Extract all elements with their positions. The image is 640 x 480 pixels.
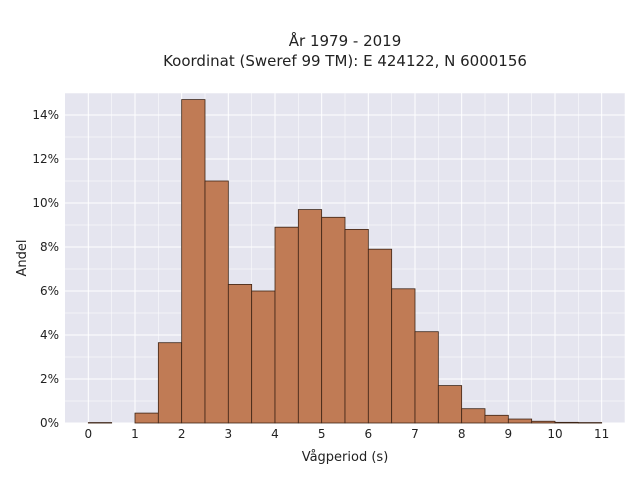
bar-bin-10 bbox=[344, 228, 369, 424]
y-axis-label: Andel bbox=[15, 240, 30, 277]
chart-title-line-1: År 1979 - 2019 bbox=[289, 31, 402, 50]
bar-bin-14 bbox=[437, 385, 463, 424]
y-tick-label: 2% bbox=[40, 372, 59, 386]
y-tick-label: 8% bbox=[40, 240, 59, 254]
y-tick-label: 14% bbox=[32, 108, 59, 122]
bar-bin-1 bbox=[134, 412, 159, 424]
x-tick-label: 3 bbox=[225, 427, 233, 441]
bar-bin-0 bbox=[87, 422, 113, 424]
bar-bin-20 bbox=[577, 422, 603, 424]
x-axis-label: Vågperiod (s) bbox=[302, 450, 389, 465]
bar-bin-12 bbox=[391, 288, 416, 424]
y-tick-label: 0% bbox=[40, 416, 59, 430]
x-tick-label: 9 bbox=[505, 427, 513, 441]
x-tick-label: 1 bbox=[131, 427, 139, 441]
x-tick-label: 6 bbox=[365, 427, 373, 441]
bar-bin-7 bbox=[274, 226, 299, 424]
bar-bin-6 bbox=[251, 290, 276, 424]
bar-bin-5 bbox=[227, 283, 253, 424]
bar-bin-2 bbox=[157, 342, 183, 424]
x-tick-label: 7 bbox=[411, 427, 419, 441]
bar-bin-15 bbox=[461, 408, 486, 424]
x-tick-label: 2 bbox=[178, 427, 186, 441]
bar-bin-17 bbox=[507, 418, 533, 424]
x-tick-label: 0 bbox=[85, 427, 93, 441]
y-tick-label: 4% bbox=[40, 328, 59, 342]
chart-title-line-2: Koordinat (Sweref 99 TM): E 424122, N 60… bbox=[163, 52, 527, 70]
y-tick-label: 12% bbox=[32, 152, 59, 166]
bar-bin-19 bbox=[554, 421, 579, 424]
x-tick-label: 11 bbox=[594, 427, 609, 441]
bar-bin-9 bbox=[321, 216, 346, 424]
bar-bin-11 bbox=[367, 248, 393, 424]
y-tick-label: 6% bbox=[40, 284, 59, 298]
bar-bin-3 bbox=[181, 99, 206, 424]
x-tick-label: 10 bbox=[547, 427, 562, 441]
x-tick-label: 8 bbox=[458, 427, 466, 441]
bar-bin-13 bbox=[414, 331, 439, 424]
y-tick-label: 10% bbox=[32, 196, 59, 210]
x-tick-label: 4 bbox=[271, 427, 279, 441]
bar-bin-8 bbox=[297, 209, 323, 424]
bar-bin-18 bbox=[531, 420, 556, 424]
x-tick-label: 5 bbox=[318, 427, 326, 441]
x-ticks: 0 1 2 3 4 5 6 7 8 9 10 11 bbox=[85, 427, 610, 441]
y-ticks: 0% 2% 4% 6% 8% 10% 12% 14% bbox=[32, 108, 59, 430]
bar-bin-16 bbox=[484, 414, 509, 424]
bar-bin-4 bbox=[204, 180, 229, 424]
bars bbox=[87, 99, 603, 424]
